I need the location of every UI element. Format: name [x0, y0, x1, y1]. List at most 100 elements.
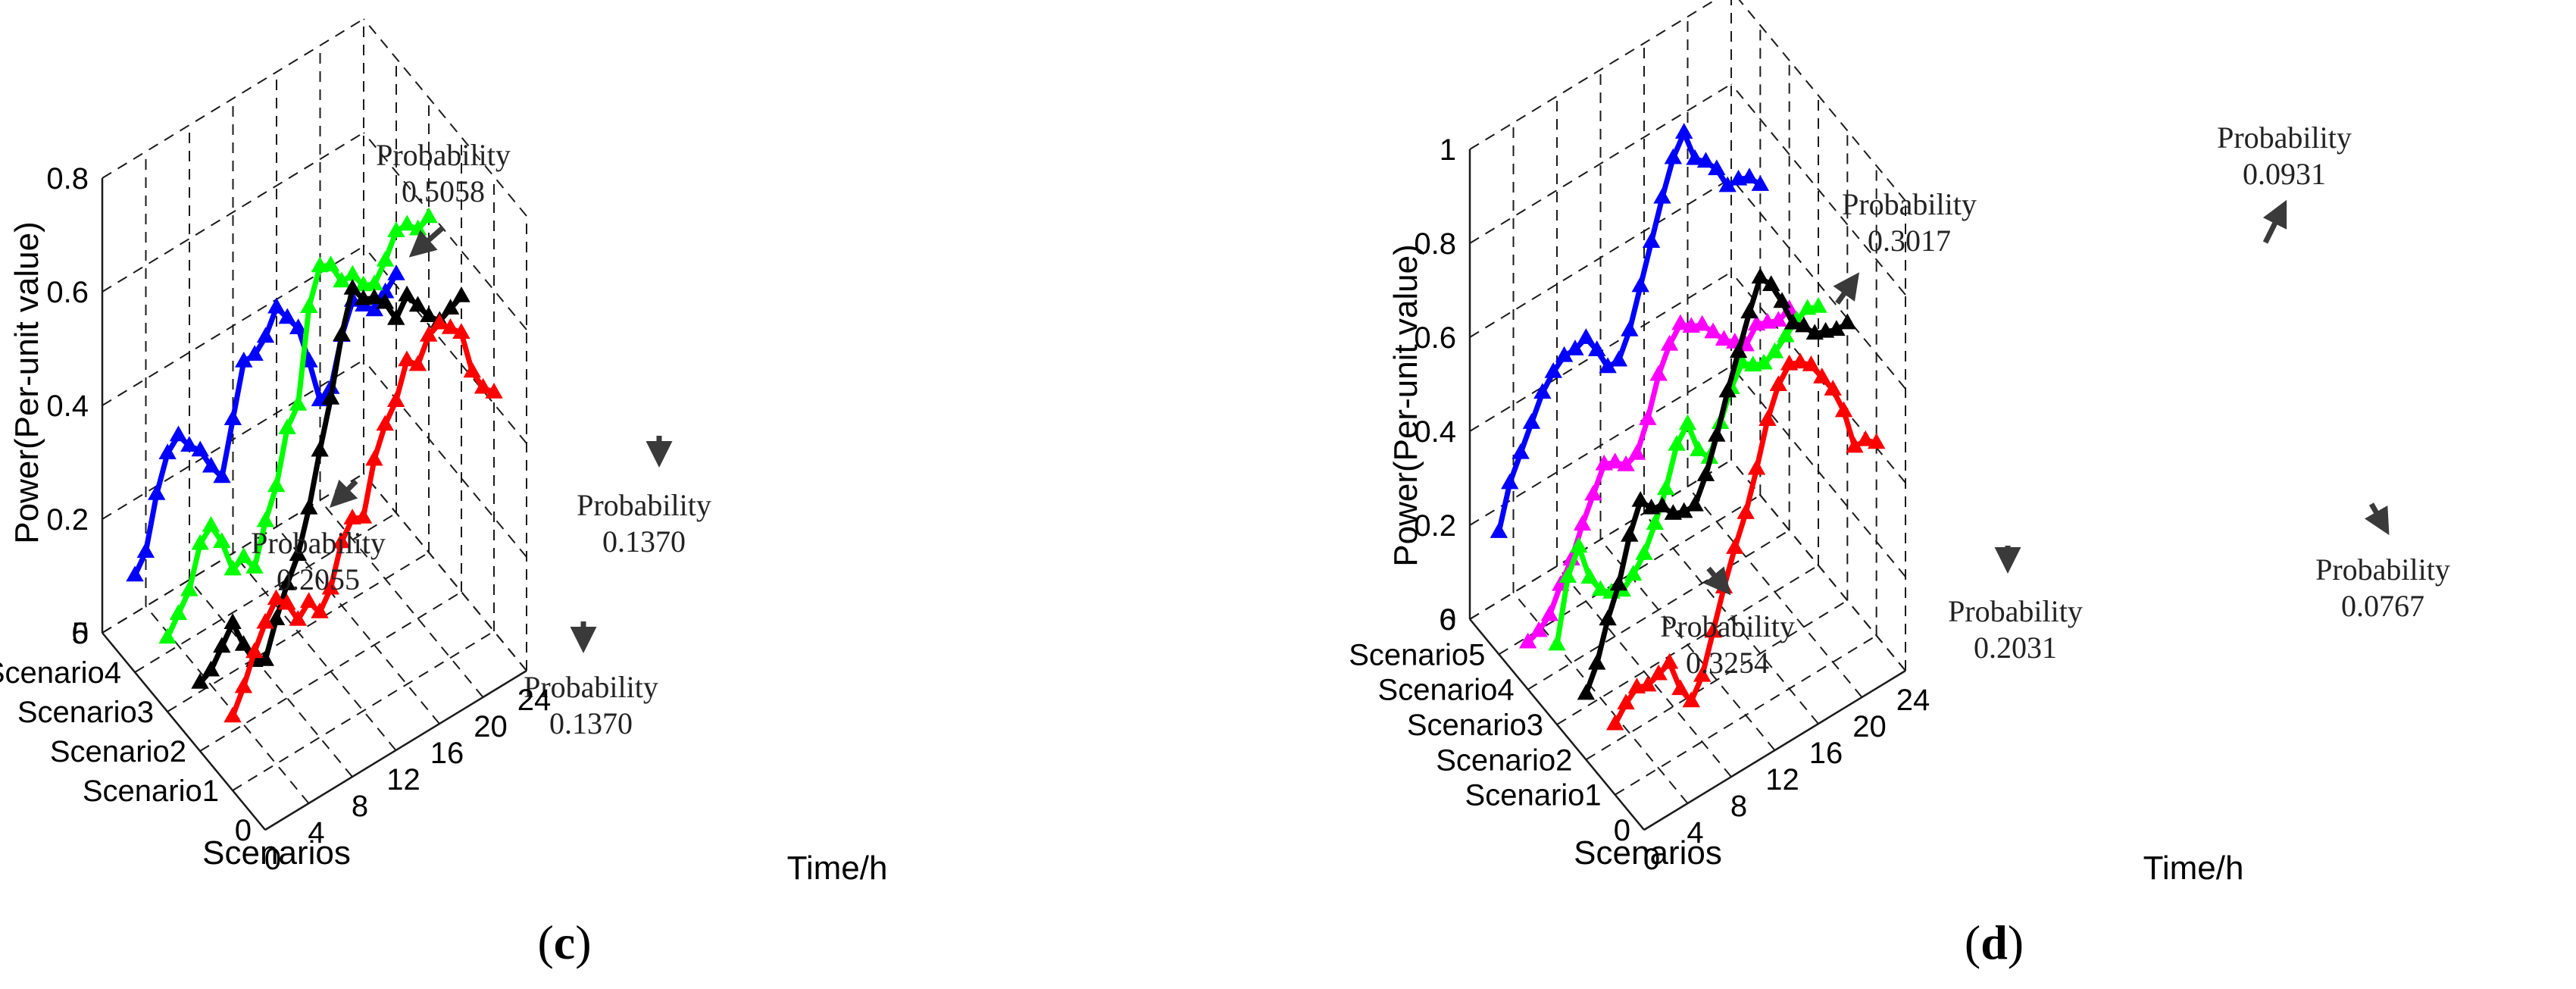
- z-tick-label: 0.2: [1414, 509, 1456, 543]
- gridline: [199, 591, 462, 752]
- data-point-marker: [1522, 413, 1541, 429]
- data-point-marker: [267, 297, 286, 314]
- x-tick-label: 12: [386, 763, 420, 797]
- data-point-marker: [474, 377, 492, 394]
- data-point-marker: [1660, 653, 1679, 669]
- panel-d-caption: (d): [1965, 915, 2024, 969]
- data-point-marker: [1631, 276, 1649, 293]
- data-point-marker: [333, 271, 351, 288]
- data-point-marker: [1570, 537, 1588, 553]
- x-tick-label: 20: [1852, 710, 1887, 743]
- data-point-marker: [1599, 357, 1617, 374]
- data-point-marker: [1501, 473, 1519, 490]
- data-point-marker: [1646, 514, 1665, 530]
- data-point-marker: [267, 589, 286, 606]
- data-point-marker: [430, 313, 449, 330]
- gridline: [189, 579, 353, 778]
- gridline: [1556, 565, 1819, 725]
- data-point-marker: [1518, 632, 1537, 649]
- data-point-marker: [398, 285, 416, 302]
- data-point-marker: [289, 318, 308, 335]
- data-point-marker: [1584, 484, 1602, 501]
- data-point-marker: [1664, 148, 1683, 164]
- data-point-marker: [224, 706, 242, 723]
- panel-c-caption-letter: c: [554, 915, 575, 969]
- gridline: [1585, 599, 1848, 761]
- y-axis-line: [1469, 618, 1645, 831]
- data-point-marker: [408, 296, 427, 312]
- data-point-marker: [180, 436, 199, 452]
- data-point-marker: [213, 467, 231, 484]
- data-point-marker: [191, 534, 209, 550]
- data-point-marker: [1639, 675, 1657, 692]
- data-point-marker: [1755, 353, 1773, 370]
- data-point-marker: [1740, 302, 1758, 319]
- panel-c-zlabel: Scenarios: [202, 834, 351, 872]
- data-point-marker: [224, 409, 242, 426]
- gridline: [363, 18, 527, 217]
- annotation-label: Probability: [1842, 187, 1977, 221]
- annotation-arrow: [330, 479, 358, 508]
- gridline: [1469, 0, 1717, 150]
- data-point-marker: [256, 511, 275, 527]
- y-tick-label: 6: [1440, 603, 1456, 637]
- data-point-marker: [1653, 496, 1671, 513]
- panel-d-xlabel: Time/h: [2143, 850, 2244, 887]
- annotation-label: Probability: [376, 138, 511, 172]
- data-point-marker: [1693, 665, 1712, 682]
- gridline: [1730, 177, 1906, 390]
- data-point-marker: [311, 440, 329, 457]
- data-point-marker: [1718, 381, 1737, 398]
- data-point-marker: [213, 532, 231, 549]
- y-tick-label: Scenario2: [50, 735, 186, 768]
- gridline: [232, 552, 397, 751]
- data-point-marker: [1558, 567, 1577, 584]
- data-point-marker: [1704, 322, 1722, 339]
- data-point-marker: [365, 288, 383, 305]
- gridline: [1615, 634, 1877, 796]
- data-point-marker: [278, 574, 296, 590]
- data-point-marker: [1751, 175, 1770, 191]
- panel-c-series: [126, 207, 503, 723]
- data-point-marker: [202, 660, 220, 677]
- y-tick-label: Scenario2: [1436, 743, 1572, 777]
- x-tick-label: 16: [1809, 737, 1843, 770]
- x-tick-label: 16: [430, 737, 464, 770]
- data-point-marker: [333, 325, 351, 342]
- data-point-marker: [1762, 275, 1780, 291]
- data-point-marker: [1639, 409, 1657, 425]
- series-scenario2: [191, 279, 470, 689]
- x-axis-line: [264, 669, 527, 831]
- data-point-marker: [256, 612, 274, 629]
- z-tick-label: 1: [1440, 133, 1456, 167]
- data-point-marker: [278, 308, 296, 324]
- x-tick-label: 0: [264, 843, 281, 876]
- panel-d-ticks: 048121620240Scenario1Scenario2Scenario3S…: [1349, 133, 1930, 876]
- data-point-marker: [1544, 361, 1562, 378]
- data-point-marker: [1627, 443, 1646, 460]
- data-point-marker: [1566, 340, 1584, 355]
- gridline: [145, 606, 310, 804]
- data-point-marker: [1649, 365, 1668, 381]
- data-point-marker: [386, 391, 405, 408]
- data-point-marker: [224, 559, 242, 576]
- data-point-marker: [376, 251, 395, 267]
- y-tick-label: Scenario4: [0, 656, 121, 690]
- data-point-marker: [1490, 522, 1508, 538]
- data-point-marker: [191, 440, 209, 457]
- panel-d-caption-letter: d: [1980, 915, 2008, 969]
- x-tick-label: 0: [1643, 843, 1660, 876]
- data-point-marker: [311, 602, 329, 618]
- data-point-marker: [1548, 634, 1566, 651]
- annotation-value: 0.3254: [1686, 646, 1769, 680]
- annotation-arrow: [408, 225, 445, 258]
- data-point-marker: [1588, 340, 1606, 356]
- y-tick-label: Scenario1: [1465, 779, 1602, 812]
- data-point-marker: [1696, 152, 1715, 168]
- gridline: [363, 132, 527, 330]
- data-point-marker: [387, 264, 405, 280]
